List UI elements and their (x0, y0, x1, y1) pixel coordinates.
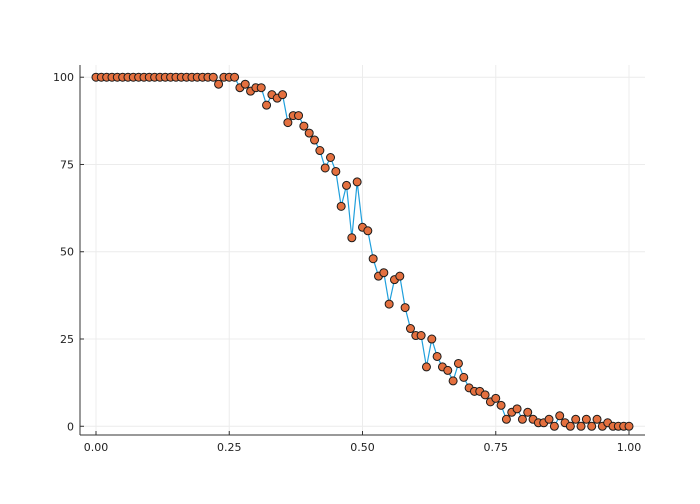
data-point (347, 233, 357, 243)
data-point (304, 128, 314, 138)
data-point (299, 121, 309, 131)
data-point (379, 268, 389, 278)
data-point (208, 72, 218, 82)
y-tick-label: 25 (60, 333, 74, 346)
data-point (368, 254, 378, 264)
y-tick-label: 75 (60, 158, 74, 171)
data-point (448, 376, 458, 386)
data-point (384, 299, 394, 309)
data-point (283, 118, 293, 128)
data-point (576, 421, 586, 431)
data-point (395, 271, 405, 281)
x-tick-label: 0.00 (84, 441, 109, 454)
data-point (571, 414, 581, 424)
data-point (587, 421, 597, 431)
y-tick-group: 0 25 50 75 100 (53, 71, 84, 433)
data-point (294, 111, 304, 121)
data-point (315, 146, 325, 156)
data-point (320, 163, 330, 173)
data-point (496, 400, 506, 410)
x-tick-group: 0.00 0.25 0.50 0.75 1.00 (84, 431, 642, 454)
data-point (363, 226, 373, 236)
x-tick-label: 0.25 (217, 441, 242, 454)
data-point (555, 411, 565, 421)
y-tick-label: 100 (53, 71, 74, 84)
data-point (480, 390, 490, 400)
data-point-group (91, 72, 634, 431)
data-point (405, 324, 415, 334)
data-point (581, 414, 591, 424)
data-point (624, 421, 634, 431)
data-point (421, 362, 431, 372)
data-point (336, 201, 346, 211)
data-point (310, 135, 320, 145)
data-point (523, 407, 533, 417)
data-point (278, 90, 288, 100)
data-point (453, 358, 463, 368)
x-tick-label: 0.75 (484, 441, 509, 454)
data-point (214, 79, 224, 89)
data-point (459, 372, 469, 382)
data-point (565, 421, 575, 431)
y-tick-label: 0 (67, 420, 74, 433)
data-point (549, 421, 559, 431)
data-point (443, 365, 453, 375)
data-point (326, 153, 336, 162)
data-point (342, 180, 352, 190)
data-point (230, 72, 240, 82)
data-point (592, 414, 602, 424)
data-point (501, 414, 511, 424)
data-point (427, 334, 437, 344)
data-point (331, 166, 341, 176)
grid-lines (80, 65, 645, 435)
data-point (544, 414, 554, 424)
data-point (262, 100, 272, 110)
data-point (400, 303, 410, 313)
data-point (416, 331, 426, 341)
data-point (512, 404, 522, 414)
y-tick-label: 50 (60, 246, 74, 259)
data-point (352, 177, 362, 187)
x-tick-label: 0.50 (350, 441, 375, 454)
data-point (256, 83, 266, 93)
x-tick-label: 1.00 (617, 441, 642, 454)
data-point (240, 79, 250, 89)
data-point (517, 414, 527, 424)
data-point (491, 393, 501, 403)
data-point (432, 351, 442, 361)
